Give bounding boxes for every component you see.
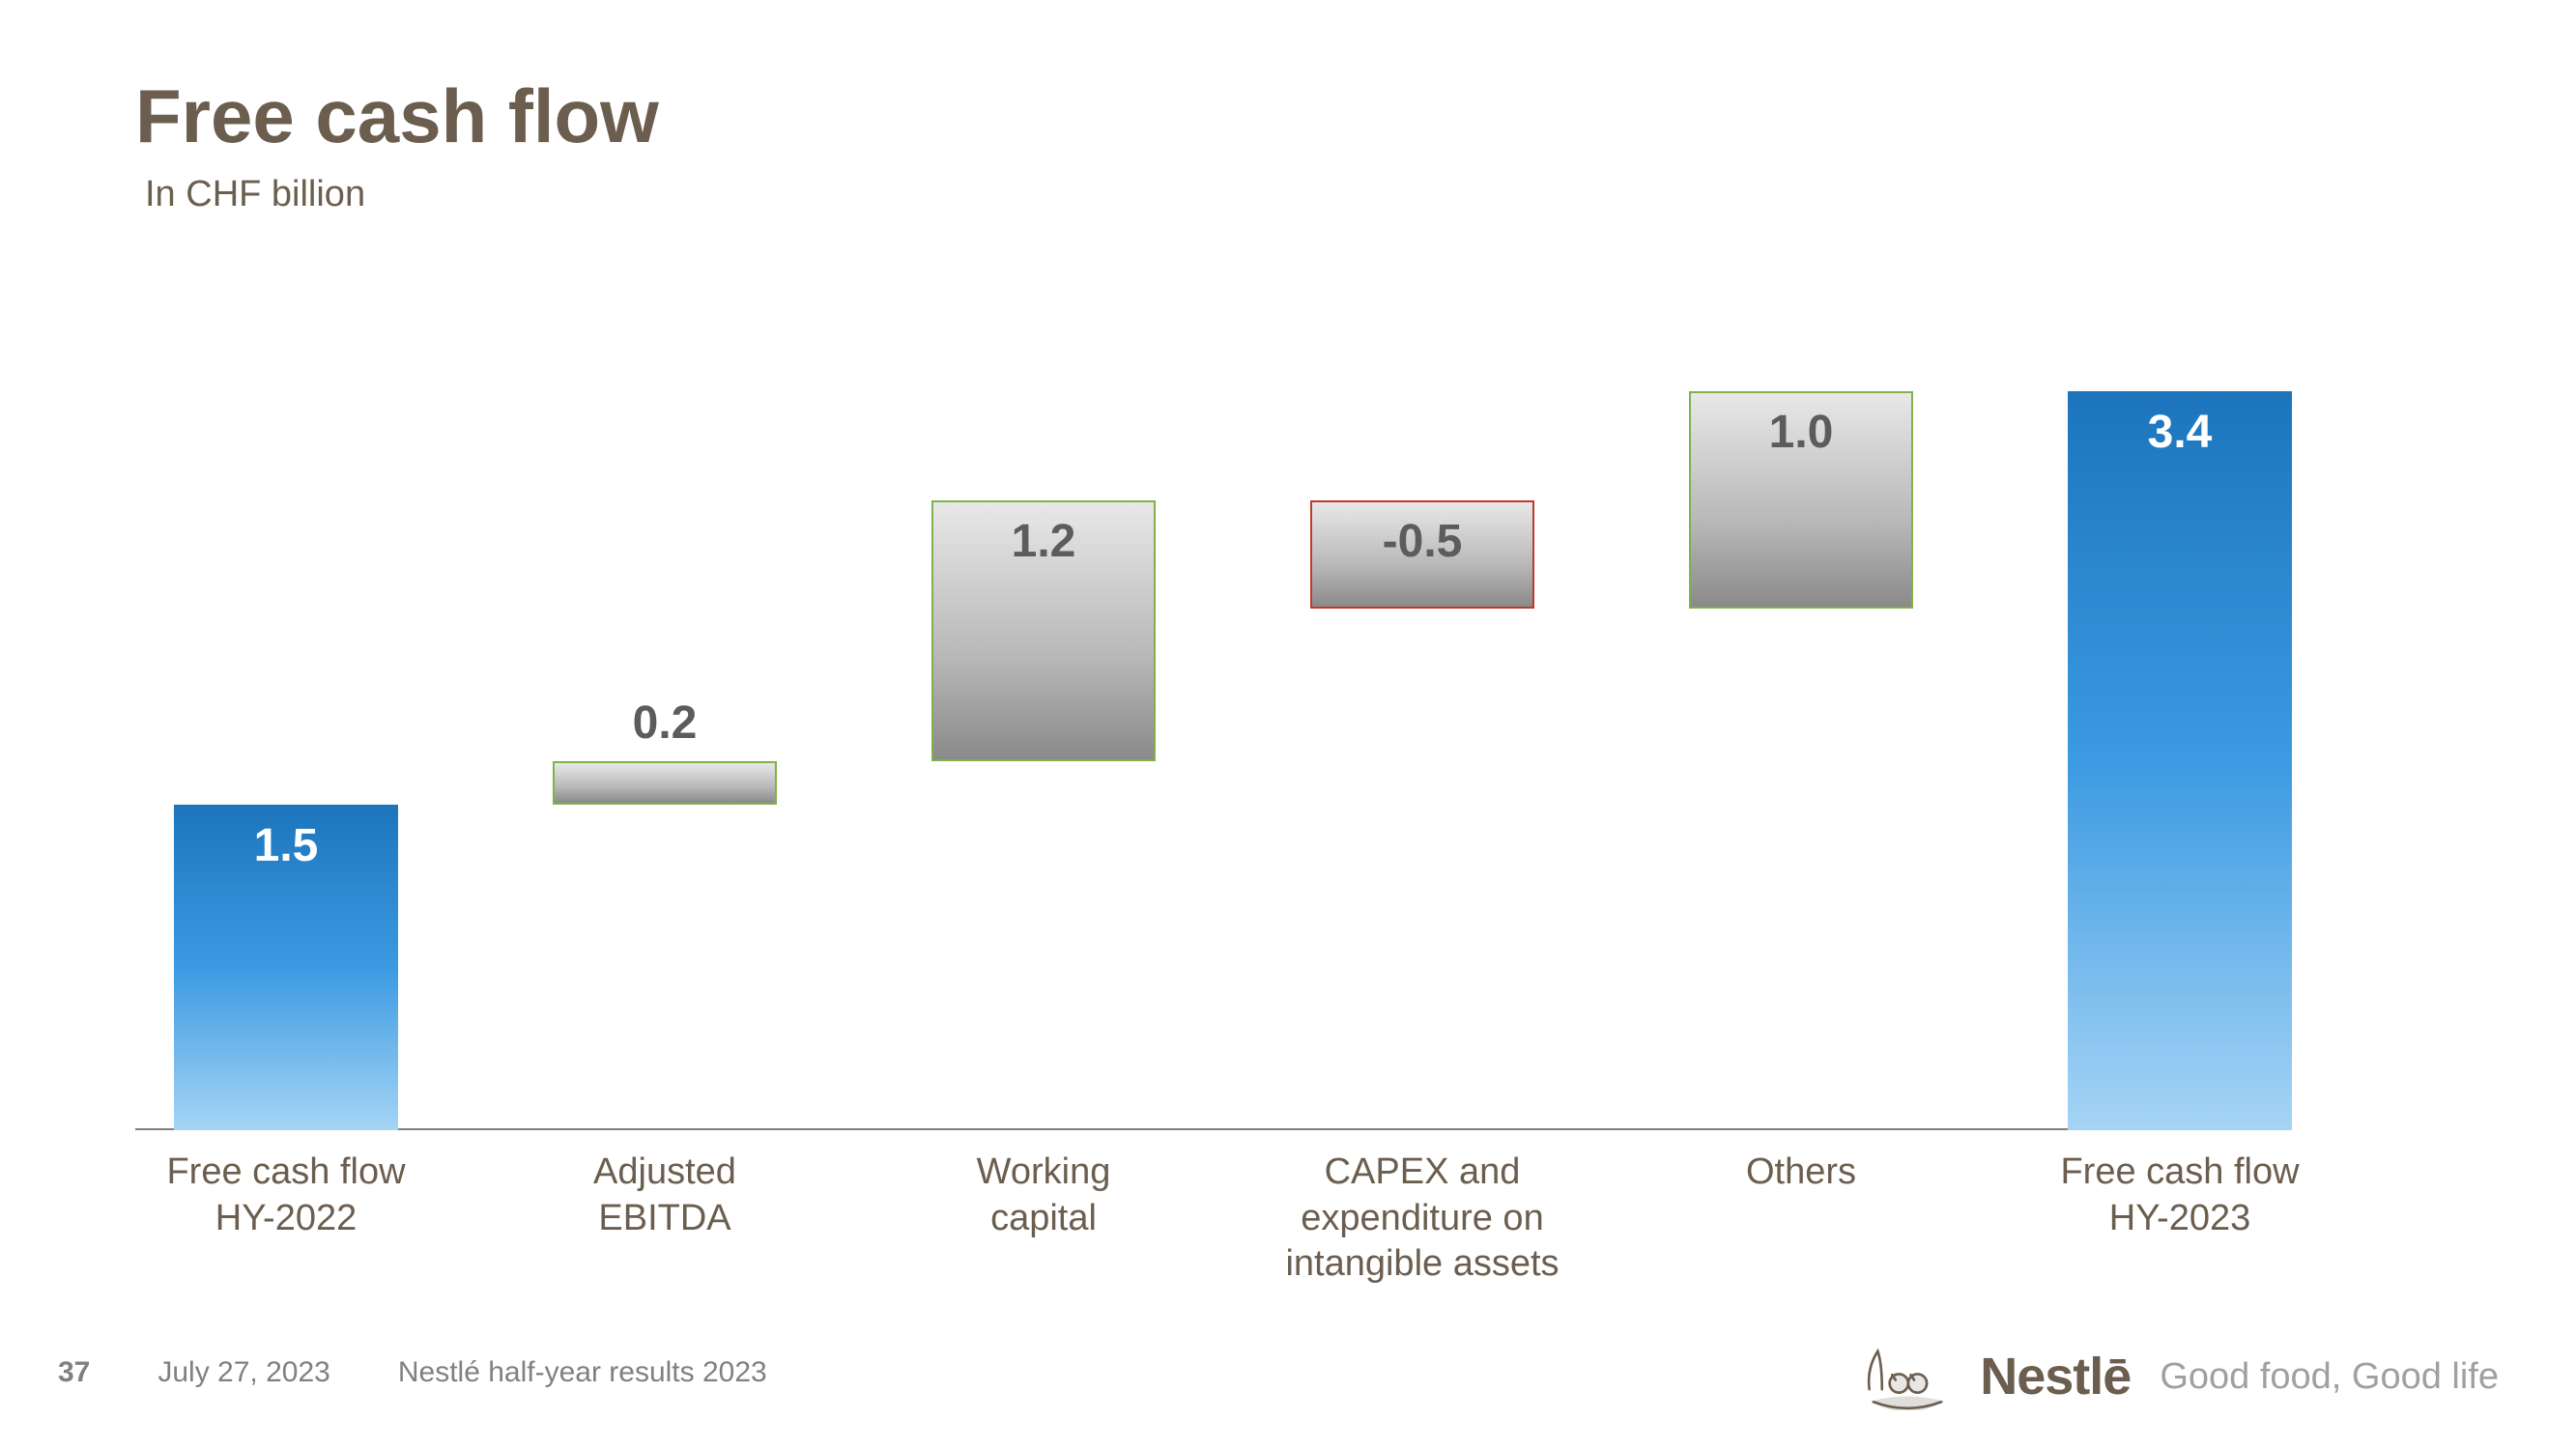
waterfall-bar: 1.5 (174, 261, 398, 1130)
waterfall-bar: 1.0 (1689, 261, 1913, 1130)
waterfall-chart: 1.50.21.2-0.51.03.4 Free cash flowHY-202… (135, 261, 2435, 1130)
slide-footer: 37 July 27, 2023 Nestlé half-year result… (58, 1349, 767, 1397)
x-axis-label: Workingcapital (873, 1150, 1214, 1241)
page-title: Free cash flow (135, 72, 659, 160)
slide: Free cash flow In CHF billion 1.5 0.2 1.2 -… (0, 0, 2576, 1449)
brand-logo-block: Nestlē Good food, Good life (1864, 1343, 2499, 1410)
bar-value-label: 3.4 (2068, 406, 2292, 459)
waterfall-bar: 3.4 (2068, 261, 2292, 1130)
chart-plot-area: 1.5 0.2 1.2 -0.5 1.0 3.4 (135, 261, 2435, 1130)
footer-caption: Nestlé half-year results 2023 (398, 1356, 767, 1389)
bridge-bar-positive (553, 761, 777, 805)
bar-value-label: 1.5 (174, 819, 398, 872)
x-axis-label: Free cash flowHY-2023 (2010, 1150, 2350, 1241)
bar-value-label: 0.2 (553, 696, 777, 750)
waterfall-bar: 1.2 (931, 261, 1156, 1130)
brand-tagline: Good food, Good life (2160, 1356, 2499, 1398)
page-number: 37 (58, 1356, 90, 1389)
bar-value-label: 1.0 (1689, 406, 1913, 459)
page-subtitle: In CHF billion (145, 174, 365, 215)
footer-date: July 27, 2023 (157, 1356, 329, 1389)
x-axis-label: Free cash flowHY-2022 (116, 1150, 456, 1241)
x-axis-label: Others (1631, 1150, 1971, 1196)
x-axis-label: AdjustedEBITDA (495, 1150, 835, 1241)
endpoint-bar (2068, 391, 2292, 1130)
waterfall-bar: 0.2 (553, 261, 777, 1130)
waterfall-bar: -0.5 (1310, 261, 1534, 1130)
nest-icon (1864, 1343, 1951, 1410)
bar-value-label: -0.5 (1310, 515, 1534, 568)
bar-value-label: 1.2 (931, 515, 1156, 568)
x-axis-label: CAPEX andexpenditure onintangible assets (1252, 1150, 1592, 1288)
brand-name: Nestlē (1980, 1347, 2131, 1406)
